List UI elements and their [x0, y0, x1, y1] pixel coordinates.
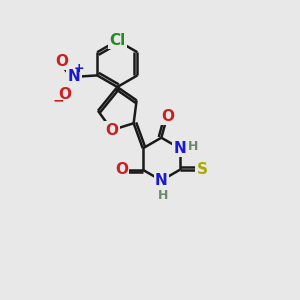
Text: +: + [73, 62, 84, 75]
Text: Cl: Cl [109, 33, 125, 48]
Text: H: H [188, 140, 198, 153]
Text: O: O [161, 109, 174, 124]
Text: −: − [53, 93, 64, 107]
Text: O: O [58, 87, 72, 102]
Text: O: O [106, 123, 118, 138]
Text: N: N [155, 173, 168, 188]
Text: O: O [115, 162, 128, 177]
Text: N: N [68, 69, 80, 84]
Text: H: H [158, 189, 168, 203]
Text: S: S [197, 162, 208, 177]
Text: N: N [173, 141, 186, 156]
Text: O: O [55, 54, 68, 69]
